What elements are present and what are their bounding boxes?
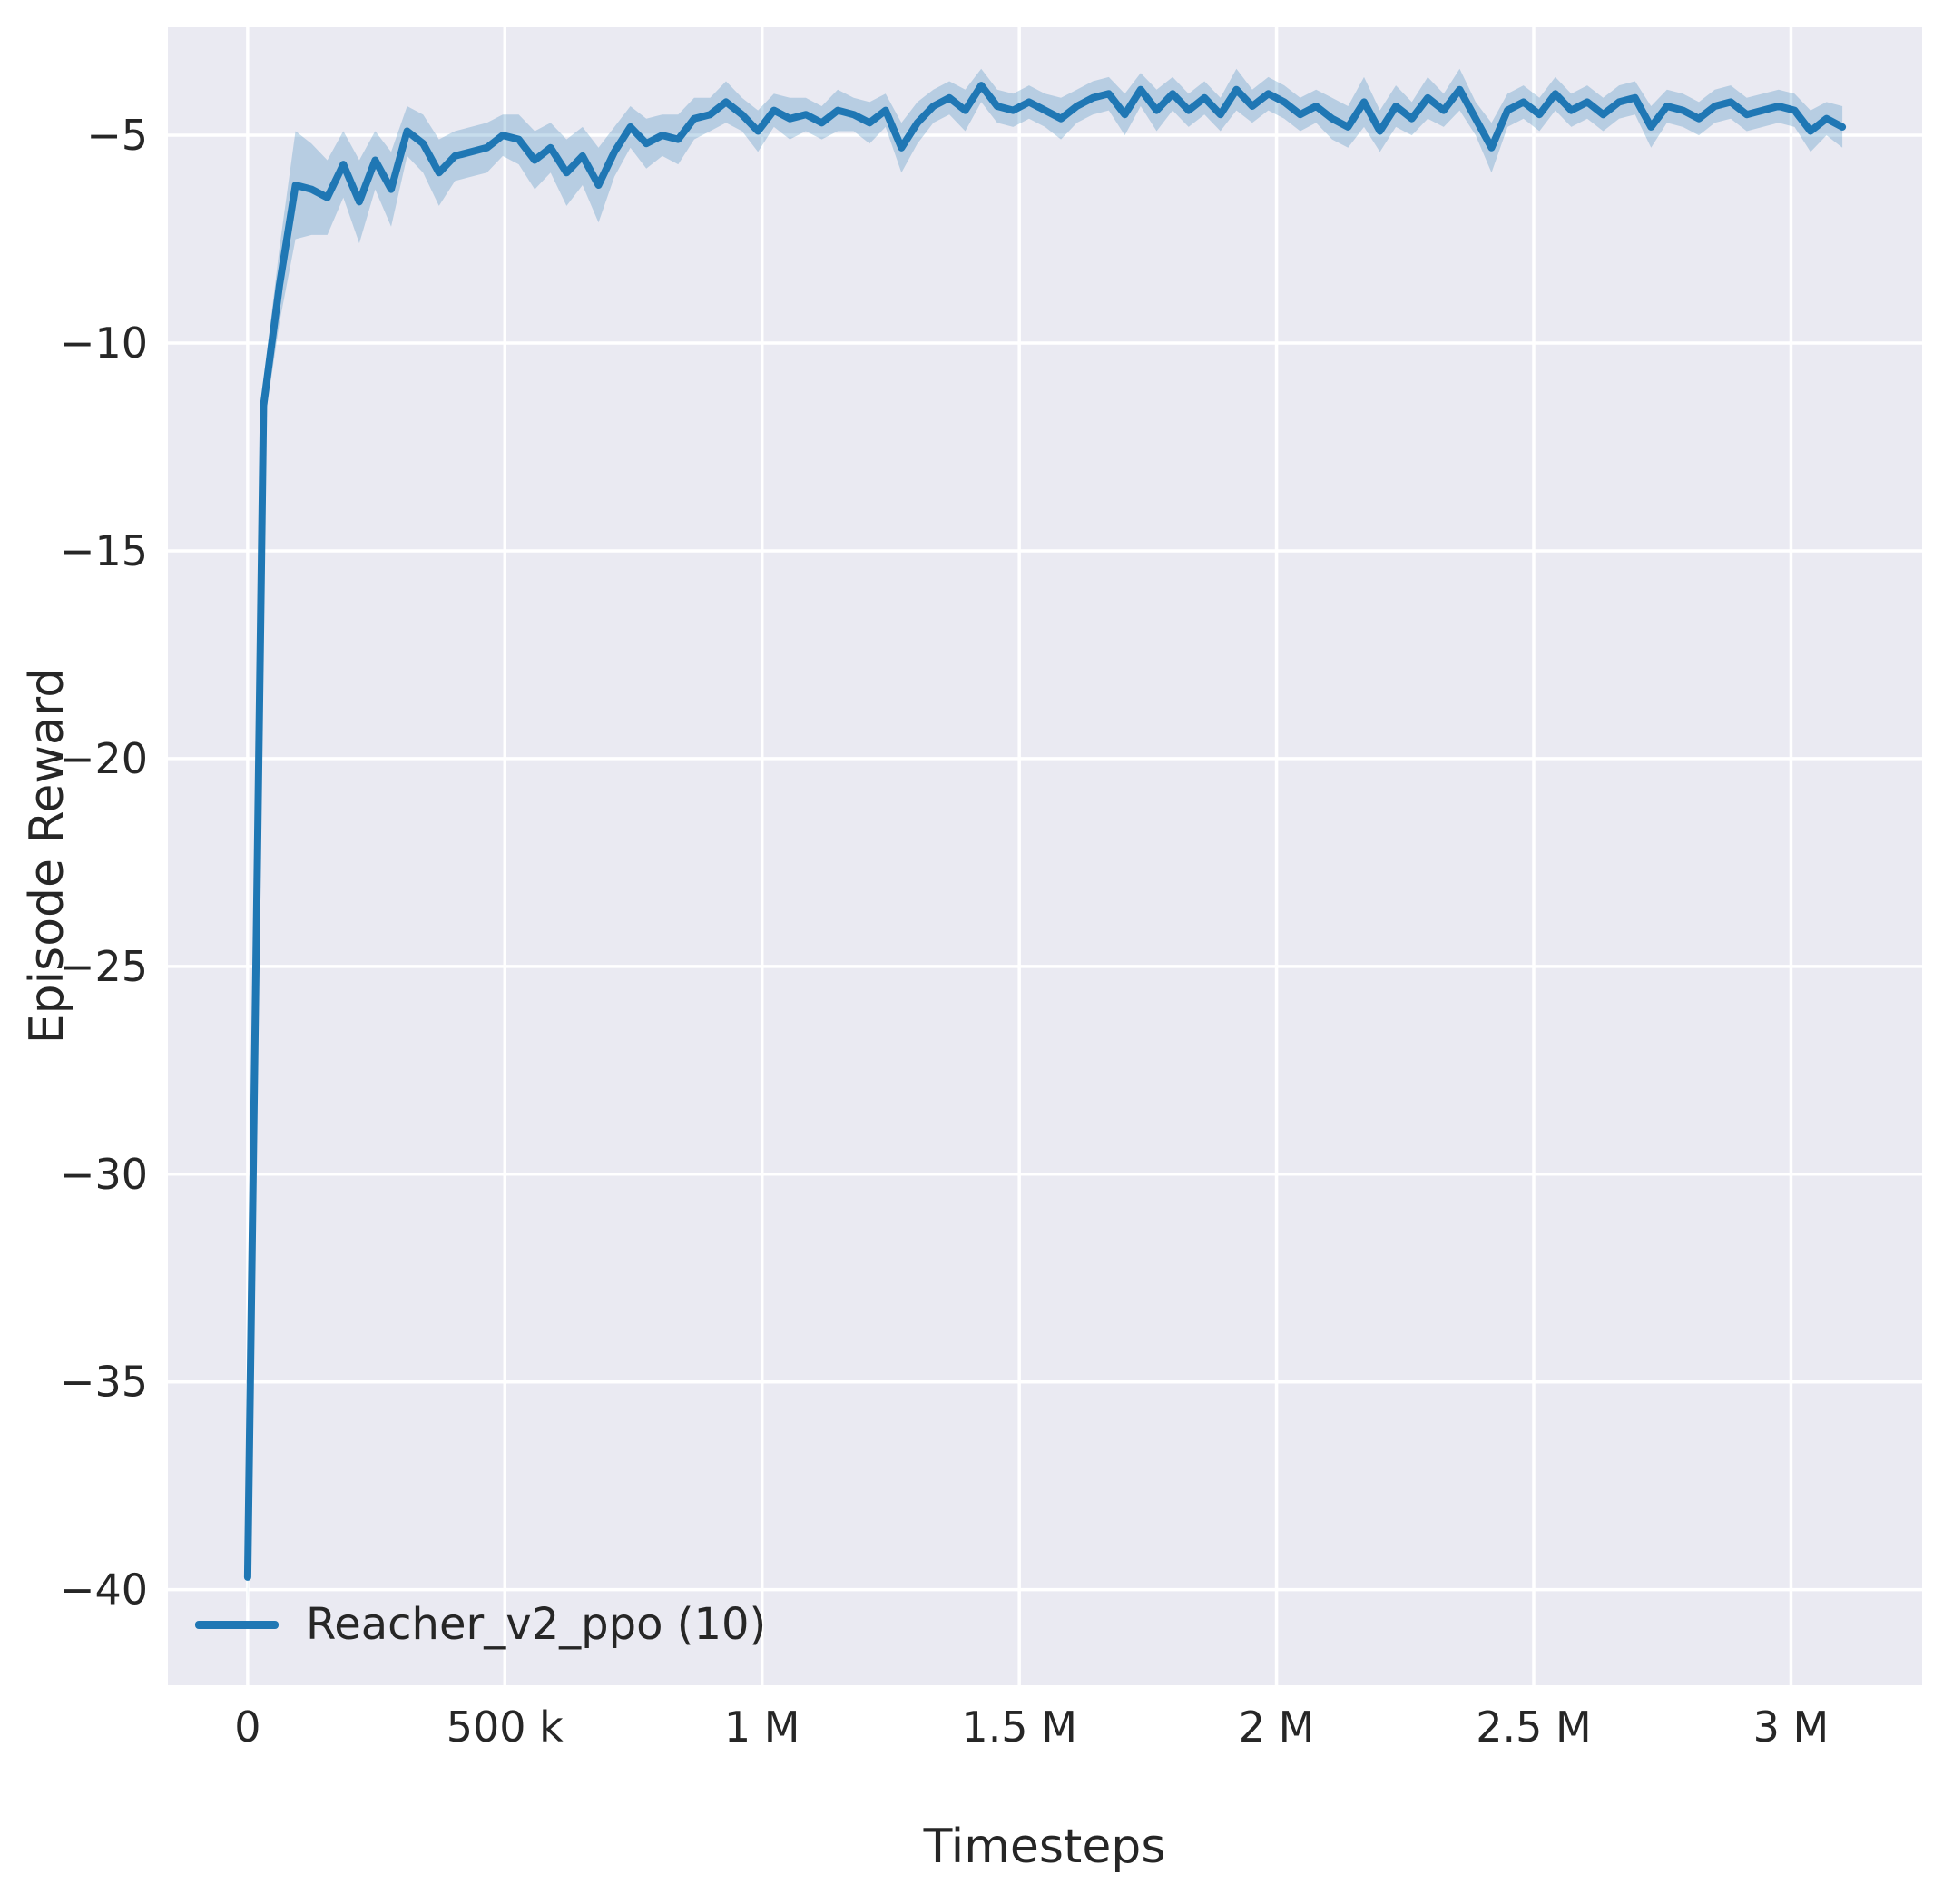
y-tick-label: −10 bbox=[60, 319, 148, 368]
legend: Reacher_v2_ppo (10) bbox=[195, 1599, 766, 1650]
legend-label: Reacher_v2_ppo (10) bbox=[306, 1599, 767, 1650]
x-tick-label: 2 M bbox=[1239, 1703, 1315, 1752]
y-tick-label: −30 bbox=[60, 1150, 148, 1199]
y-tick-label: −20 bbox=[60, 734, 148, 783]
x-tick-label: 1 M bbox=[724, 1703, 800, 1752]
y-tick-label: −35 bbox=[60, 1358, 148, 1407]
y-tick-label: −40 bbox=[60, 1565, 148, 1614]
y-axis-label: Episode Reward bbox=[20, 667, 74, 1045]
x-tick-label: 2.5 M bbox=[1476, 1703, 1591, 1752]
x-axis-label: Timesteps bbox=[923, 1820, 1166, 1874]
x-tick-label: 500 k bbox=[447, 1703, 564, 1752]
x-tick-label: 1.5 M bbox=[961, 1703, 1076, 1752]
plot-area bbox=[168, 27, 1922, 1685]
series-line bbox=[243, 82, 1847, 1581]
y-tick-label: −15 bbox=[60, 526, 148, 575]
y-tick-label: −25 bbox=[60, 942, 148, 991]
x-tick-label: 0 bbox=[234, 1703, 260, 1752]
x-tick-label: 3 M bbox=[1753, 1703, 1830, 1752]
y-tick-label: −5 bbox=[86, 111, 148, 160]
legend-line-swatch bbox=[195, 1620, 279, 1629]
